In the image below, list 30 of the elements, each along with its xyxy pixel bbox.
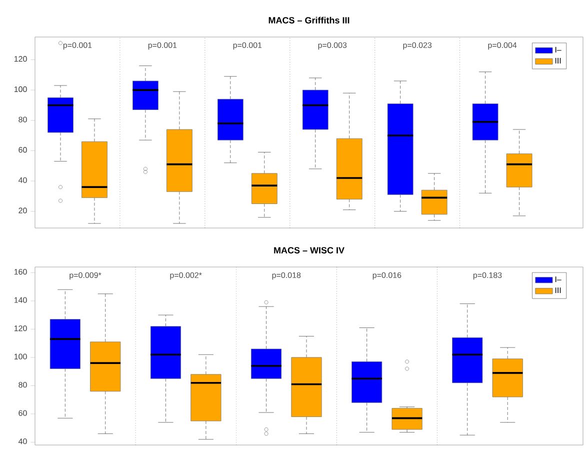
- y-tick-label: 40: [18, 438, 27, 444]
- y-tick-label: 120: [14, 56, 27, 62]
- x-tick-label: p=0.001: [63, 42, 92, 50]
- chart-title: MACS – WISC IV: [274, 247, 344, 254]
- x-tick-label: p=0.001: [233, 42, 262, 50]
- legend-label: I–: [555, 276, 562, 282]
- y-tick-label: 100: [14, 354, 27, 360]
- x-tick-label: p=0.183: [473, 272, 502, 280]
- y-tick-label: 20: [18, 208, 27, 214]
- x-tick-label: p=0.016: [372, 272, 402, 280]
- x-tick-label: p=0.003: [318, 42, 347, 50]
- y-tick-label: 140: [14, 297, 27, 303]
- legend-label: III: [555, 288, 561, 294]
- x-tick-label: p=0.002*: [170, 272, 202, 280]
- y-tick-label: 120: [14, 325, 27, 332]
- x-tick-label: p=0.004: [488, 42, 517, 50]
- y-tick-label: 160: [14, 268, 27, 275]
- x-tick-label: p=0.001: [148, 42, 177, 50]
- y-tick-label: 60: [18, 410, 27, 416]
- legend-label: I–: [555, 46, 562, 52]
- chart-title: MACS – Griffiths III: [268, 16, 350, 24]
- x-tick-label: p=0.009*: [70, 272, 102, 280]
- x-tick-label: p=0.023: [403, 42, 432, 50]
- y-tick-label: 60: [18, 147, 27, 153]
- x-tick-label: p=0.018: [272, 272, 301, 280]
- legend-label: III: [555, 58, 561, 64]
- y-tick-label: 100: [14, 86, 27, 92]
- y-tick-label: 80: [18, 382, 27, 388]
- y-tick-label: 40: [18, 177, 27, 183]
- y-tick-label: 80: [18, 116, 27, 122]
